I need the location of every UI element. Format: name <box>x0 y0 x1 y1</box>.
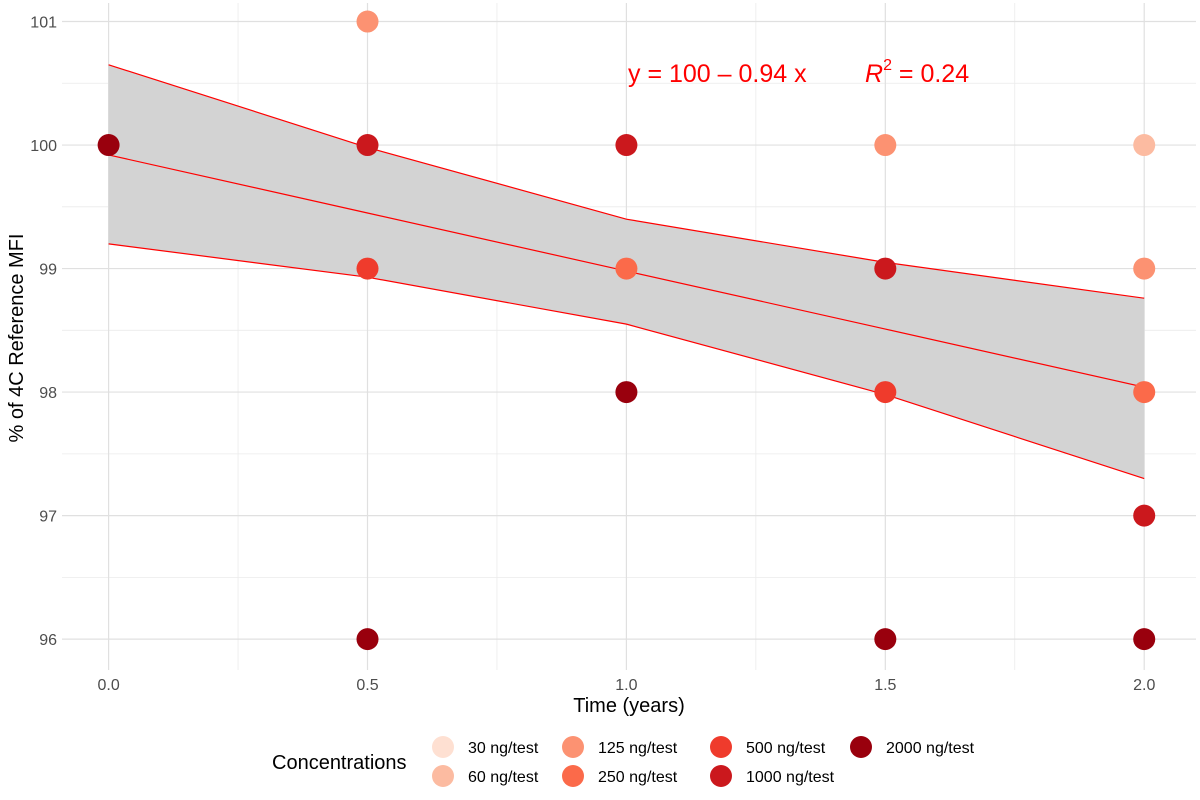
data-point <box>356 257 379 280</box>
legend-key <box>850 736 872 758</box>
y-axis-title: % of 4C Reference MFI <box>6 234 28 443</box>
y-tick-label: 99 <box>39 262 57 279</box>
y-tick-labels: 96 97 98 99 100 101 <box>30 15 57 650</box>
x-tick-labels: 0.0 0.5 1.0 1.5 2.0 <box>97 677 1155 694</box>
legend-label: 60 ng/test <box>468 769 539 786</box>
legend-title: Concentrations <box>272 752 407 774</box>
confidence-lower-line <box>108 243 1145 480</box>
data-point <box>356 10 379 33</box>
legend: 30 ng/test 60 ng/test 125 ng/test 250 ng/te… <box>432 736 975 787</box>
data-point <box>874 257 897 280</box>
legend-key <box>562 736 584 758</box>
data-points <box>97 10 1156 651</box>
r-squared-symbol: R <box>865 60 883 88</box>
data-point <box>615 381 638 404</box>
r-squared-exponent: 2 <box>883 57 892 74</box>
legend-key <box>710 736 732 758</box>
legend-label: 250 ng/test <box>598 769 678 786</box>
data-point <box>1133 134 1156 157</box>
legend-key <box>432 765 454 787</box>
r-squared-value: = 0.24 <box>892 60 969 88</box>
y-tick-label: 98 <box>39 385 57 402</box>
legend-key <box>432 736 454 758</box>
data-point <box>615 257 638 280</box>
y-tick-label: 97 <box>39 509 57 526</box>
x-tick-label: 2.0 <box>1133 677 1155 694</box>
y-tick-label: 100 <box>30 138 57 155</box>
data-point <box>356 134 379 157</box>
legend-label: 125 ng/test <box>598 740 678 757</box>
x-axis-title: Time (years) <box>573 695 684 717</box>
x-tick-label: 0.0 <box>97 677 119 694</box>
data-point <box>1133 504 1156 527</box>
legend-label: 2000 ng/test <box>886 740 975 757</box>
data-point <box>615 134 638 157</box>
x-tick-label: 0.5 <box>356 677 378 694</box>
data-point <box>1133 628 1156 651</box>
legend-key <box>710 765 732 787</box>
data-point <box>356 628 379 651</box>
y-tick-label: 96 <box>39 632 57 649</box>
r-squared-label: R2 = 0.24 <box>865 57 969 88</box>
legend-label: 30 ng/test <box>468 740 539 757</box>
x-tick-label: 1.0 <box>615 677 637 694</box>
data-point <box>1133 257 1156 280</box>
legend-key <box>562 765 584 787</box>
data-point <box>97 134 120 157</box>
data-point <box>874 628 897 651</box>
legend-label: 500 ng/test <box>746 740 826 757</box>
regression-equation: y = 100 – 0.94 x <box>628 60 807 88</box>
legend-label: 1000 ng/test <box>746 769 835 786</box>
x-tick-label: 1.5 <box>874 677 896 694</box>
y-tick-label: 101 <box>30 15 57 32</box>
data-point <box>874 134 897 157</box>
confidence-upper-line <box>108 64 1145 299</box>
data-point <box>1133 381 1156 404</box>
data-point <box>874 381 897 404</box>
